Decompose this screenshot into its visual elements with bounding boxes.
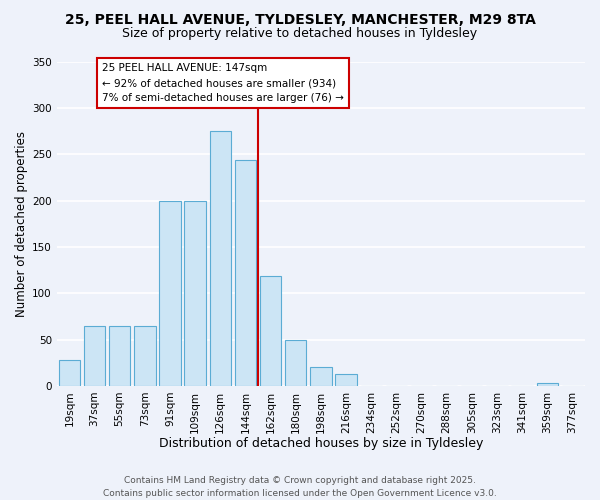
Bar [536, 383, 558, 386]
Bar [184, 200, 206, 386]
Bar [84, 326, 105, 386]
Text: 25, PEEL HALL AVENUE, TYLDESLEY, MANCHESTER, M29 8TA: 25, PEEL HALL AVENUE, TYLDESLEY, MANCHES… [65, 12, 535, 26]
Bar [335, 374, 357, 386]
Bar [310, 368, 332, 386]
Y-axis label: Number of detached properties: Number of detached properties [15, 130, 28, 316]
X-axis label: Distribution of detached houses by size in Tyldesley: Distribution of detached houses by size … [159, 437, 483, 450]
Text: Contains HM Land Registry data © Crown copyright and database right 2025.
Contai: Contains HM Land Registry data © Crown c… [103, 476, 497, 498]
Bar [134, 326, 155, 386]
Bar [285, 340, 307, 386]
Bar [159, 200, 181, 386]
Bar [59, 360, 80, 386]
Bar [209, 131, 231, 386]
Text: 25 PEEL HALL AVENUE: 147sqm
← 92% of detached houses are smaller (934)
7% of sem: 25 PEEL HALL AVENUE: 147sqm ← 92% of det… [102, 64, 344, 103]
Bar [260, 276, 281, 386]
Bar [109, 326, 130, 386]
Text: Size of property relative to detached houses in Tyldesley: Size of property relative to detached ho… [122, 28, 478, 40]
Bar [235, 160, 256, 386]
